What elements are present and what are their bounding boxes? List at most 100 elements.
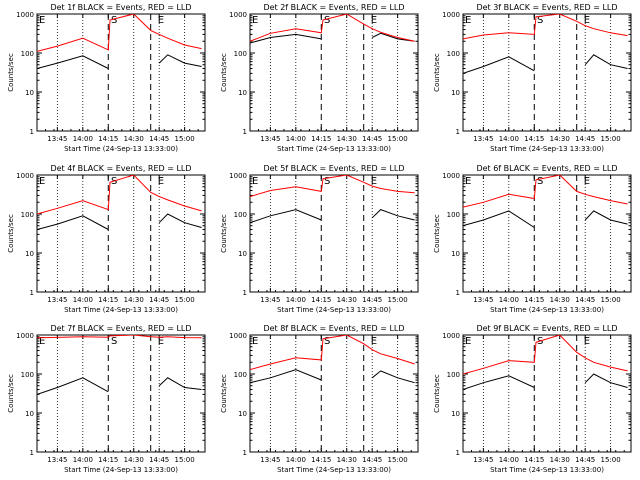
x-tick-label: 14:45 — [149, 456, 169, 464]
panel-title: Det 7f BLACK = Events, RED = LLD — [50, 324, 191, 333]
lld-series-line — [250, 14, 415, 42]
x-tick-label: 14:15 — [311, 296, 331, 304]
end-marker: E — [465, 15, 471, 26]
x-tick-label: 15:00 — [175, 135, 195, 143]
x-tick-label: 15:00 — [175, 296, 195, 304]
x-tick-label: 14:00 — [286, 296, 306, 304]
y-tick-label: 1 — [243, 449, 247, 457]
x-tick-label: 15:00 — [388, 456, 408, 464]
end-marker: E — [39, 336, 45, 347]
x-tick-label: 14:15 — [524, 456, 544, 464]
lld-series-line — [250, 335, 415, 371]
y-tick-label: 100 — [21, 211, 34, 219]
x-tick-label: 14:45 — [575, 456, 595, 464]
y-tick-label: 1 — [456, 449, 460, 457]
lld-series-line — [463, 175, 628, 208]
x-tick-label: 14:30 — [337, 135, 357, 143]
x-tick-label: 14:15 — [311, 456, 331, 464]
plot-frame — [462, 13, 632, 132]
x-tick-label: 14:00 — [73, 456, 93, 464]
y-tick-label: 10 — [451, 250, 460, 258]
y-tick-label: 10 — [451, 89, 460, 97]
y-tick-label: 1000 — [229, 332, 247, 340]
x-tick-label: 13:45 — [47, 135, 67, 143]
y-axis-label: Counts/sec — [7, 214, 15, 253]
y-tick-label: 1000 — [229, 172, 247, 180]
x-tick-label: 14:45 — [362, 296, 382, 304]
x-tick-label: 15:00 — [388, 296, 408, 304]
y-tick-label: 1 — [30, 128, 34, 136]
x-tick-label: 13:45 — [260, 296, 280, 304]
plot-frame — [249, 13, 419, 132]
panel-title: Det 3f BLACK = Events, RED = LLD — [476, 3, 617, 12]
x-tick-label: 14:45 — [149, 296, 169, 304]
y-tick-label: 1 — [243, 128, 247, 136]
x-tick-label: 14:30 — [337, 456, 357, 464]
y-axis-label: Counts/sec — [220, 214, 228, 253]
end-marker: E — [465, 176, 471, 187]
start-marker: S — [111, 336, 117, 347]
y-tick-label: 100 — [447, 371, 460, 379]
x-tick-label: 14:00 — [73, 296, 93, 304]
x-tick-label: 13:45 — [47, 296, 67, 304]
panel-title: Det 1f BLACK = Events, RED = LLD — [50, 3, 191, 12]
y-axis-label: Counts/sec — [433, 374, 441, 413]
y-tick-label: 1 — [456, 289, 460, 297]
y-tick-label: 10 — [25, 410, 34, 418]
y-tick-label: 1000 — [442, 172, 460, 180]
plot-frame — [36, 334, 206, 453]
y-tick-label: 10 — [238, 410, 247, 418]
y-axis-label: Counts/sec — [433, 53, 441, 92]
start-marker: S — [111, 15, 117, 26]
y-tick-label: 1 — [456, 128, 460, 136]
lld-series-line — [37, 335, 202, 339]
end-marker: E — [465, 336, 471, 347]
x-tick-label: 15:00 — [601, 296, 621, 304]
plot-frame — [36, 13, 206, 132]
plot-frame — [249, 174, 419, 293]
y-tick-label: 1000 — [16, 11, 34, 19]
y-tick-label: 1000 — [442, 332, 460, 340]
x-tick-label: 15:00 — [388, 135, 408, 143]
x-tick-label: 14:15 — [98, 296, 118, 304]
start-marker: S — [537, 176, 543, 187]
x-tick-label: 14:30 — [550, 135, 570, 143]
x-tick-label: 15:00 — [175, 456, 195, 464]
x-tick-label: 14:00 — [499, 456, 519, 464]
y-tick-label: 1000 — [16, 332, 34, 340]
y-tick-label: 100 — [447, 50, 460, 58]
start-marker: S — [324, 336, 330, 347]
y-tick-label: 1000 — [16, 172, 34, 180]
y-tick-label: 100 — [234, 50, 247, 58]
x-tick-label: 15:00 — [601, 135, 621, 143]
x-tick-label: 14:15 — [311, 135, 331, 143]
events-series-line — [37, 377, 202, 395]
plot-frame — [36, 174, 206, 293]
x-tick-label: 15:00 — [601, 456, 621, 464]
panel-det-6: Det 6f BLACK = Events, RED = LLD 1 10 100 10… — [433, 164, 632, 314]
x-tick-label: 14:15 — [524, 135, 544, 143]
plot-frame — [462, 334, 632, 453]
panel-det-3: Det 3f BLACK = Events, RED = LLD 1 10 100 10… — [433, 3, 632, 153]
end-marker: E — [584, 336, 590, 347]
panel-det-1: Det 1f BLACK = Events, RED = LLD 1 10 100 10… — [7, 3, 206, 153]
end-marker: E — [584, 15, 590, 26]
end-marker: E — [252, 336, 258, 347]
start-marker: S — [324, 176, 330, 187]
x-tick-label: 14:15 — [524, 296, 544, 304]
y-tick-label: 10 — [451, 410, 460, 418]
y-tick-label: 1 — [30, 449, 34, 457]
x-axis-label: Start Time (24-Sep-13 13:33:00) — [64, 306, 178, 314]
lld-series-line — [463, 335, 628, 375]
end-marker: E — [252, 176, 258, 187]
x-tick-label: 14:30 — [550, 296, 570, 304]
events-series-line — [250, 369, 415, 384]
panel-title: Det 9f BLACK = Events, RED = LLD — [476, 324, 617, 333]
x-tick-label: 14:00 — [499, 296, 519, 304]
x-tick-label: 13:45 — [260, 135, 280, 143]
x-axis-label: Start Time (24-Sep-13 13:33:00) — [64, 145, 178, 153]
end-marker: E — [39, 176, 45, 187]
panel-det-7: Det 7f BLACK = Events, RED = LLD 1 10 100 10… — [7, 324, 206, 474]
y-tick-label: 10 — [25, 250, 34, 258]
x-tick-label: 14:45 — [362, 135, 382, 143]
